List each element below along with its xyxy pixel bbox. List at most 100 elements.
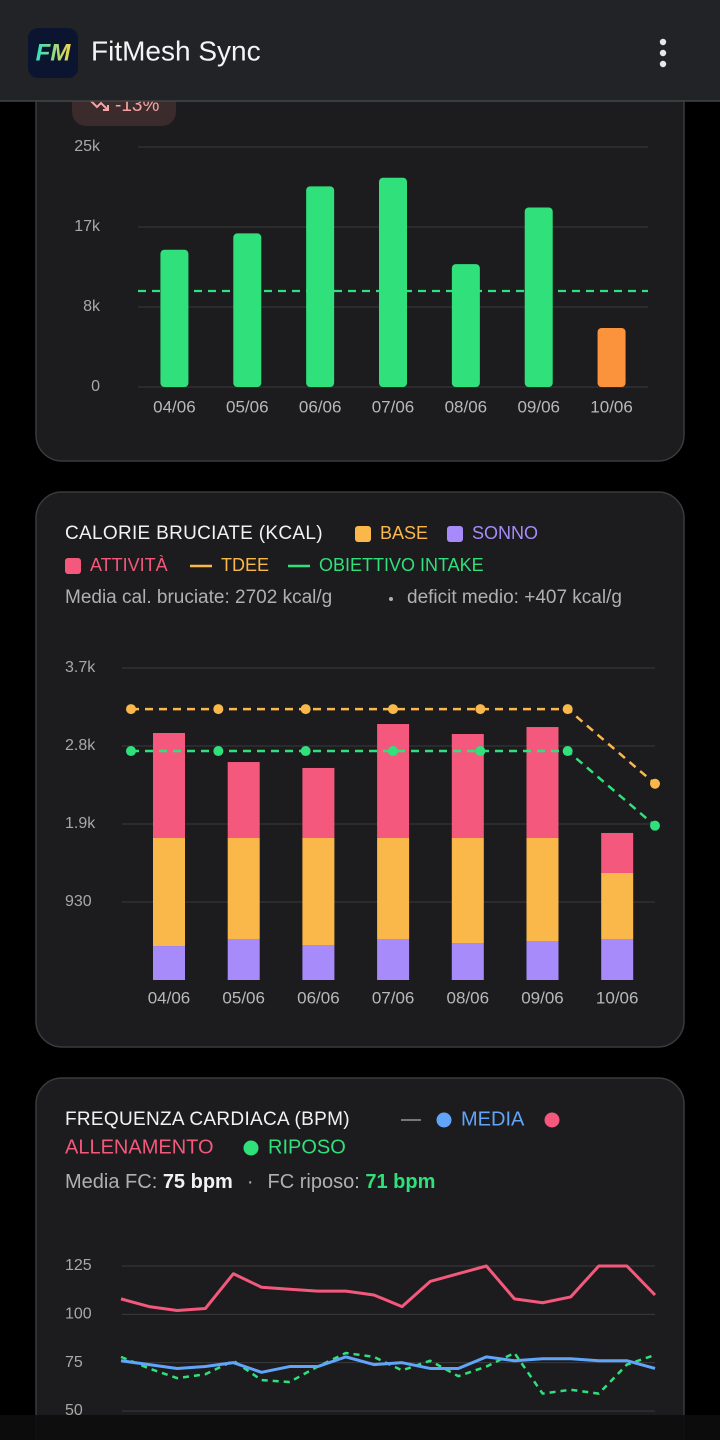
- x-tick-label: 07/06: [372, 397, 415, 416]
- x-tick-label: 10/06: [590, 397, 633, 416]
- point: [213, 746, 224, 757]
- legend-dot: [243, 1140, 259, 1156]
- app-logo: [28, 28, 78, 78]
- y-tick-label: 2.8k: [65, 737, 96, 754]
- bar-segment: [302, 945, 335, 980]
- bar-segment: [526, 838, 559, 941]
- stat-value: 75 bpm: [163, 1171, 233, 1193]
- point: [300, 704, 311, 715]
- legend-label: SONNO: [472, 523, 538, 543]
- legend-dot: [436, 1112, 452, 1128]
- legend-label: BASE: [380, 523, 428, 543]
- separator: [389, 597, 393, 601]
- line: [120, 1264, 657, 1312]
- menu-button[interactable]: [659, 38, 667, 68]
- y-tick-label: 8k: [83, 298, 101, 315]
- legend-label: ATTIVITÀ: [90, 555, 168, 575]
- app-title: FitMesh Sync: [91, 35, 261, 66]
- bar: [597, 327, 626, 387]
- stat-value: 71 bpm: [365, 1171, 435, 1193]
- x-tick-label: 06/06: [299, 397, 342, 416]
- y-tick-label: 50: [65, 1402, 83, 1419]
- subtitle: Media cal. bruciate: 2702 kcal/g: [65, 587, 332, 608]
- subtitle: deficit medio: +407 kcal/g: [407, 587, 622, 608]
- point: [388, 704, 398, 715]
- bar-segment: [526, 727, 559, 839]
- point: [213, 704, 224, 715]
- point: [126, 746, 136, 757]
- legend-label: MEDIA: [461, 1108, 525, 1130]
- steps-chart: 0 8k 17k 25k 04/06 05/06 06/06 07/06 08/06 09/06 1…: [74, 138, 648, 416]
- legend-label: OBIETTIVO INTAKE: [319, 555, 484, 575]
- trend-icon: [89, 99, 109, 111]
- bar: [233, 233, 262, 387]
- point: [562, 704, 573, 715]
- x-tick-label: 08/06: [445, 397, 488, 416]
- nav-bar: [0, 1415, 720, 1440]
- chart-title: CALORIE BRUCIATE (KCAL): [65, 523, 323, 544]
- legend-label: TDEE: [221, 555, 269, 575]
- y-tick-label: 125: [65, 1257, 92, 1274]
- bar-segment: [153, 946, 185, 980]
- y-tick-label: 0: [91, 378, 100, 395]
- bar: [379, 177, 407, 387]
- y-tick-label: 1.9k: [65, 815, 96, 832]
- y-tick-label: 930: [65, 893, 92, 910]
- y-tick-label: 25k: [74, 138, 101, 155]
- x-tick-label: 09/06: [521, 988, 564, 1007]
- bar-segment: [153, 733, 185, 839]
- point: [650, 778, 660, 789]
- point: [475, 746, 486, 757]
- x-tick-label: 04/06: [148, 988, 191, 1007]
- x-tick-label: 05/06: [226, 397, 269, 416]
- stats: Media FC: 75 bpm · FC riposo: 71 bpm: [65, 1171, 435, 1193]
- separator: ·: [247, 1171, 254, 1193]
- bar-segment: [377, 938, 410, 980]
- legend-swatch: [355, 526, 371, 542]
- y-tick-label: 3.7k: [65, 659, 96, 676]
- bar-segment: [302, 767, 335, 839]
- bar-segment: [227, 838, 260, 939]
- menu-dot: [659, 38, 667, 46]
- bar: [451, 264, 480, 387]
- bar-segment: [377, 838, 410, 939]
- x-tick-label: 06/06: [297, 988, 340, 1007]
- heart-rate-chart: 50 75 100 125 MEDIA ALLENAMENTO RIPOSO: [65, 1108, 657, 1419]
- bar-segment: [526, 941, 559, 980]
- card: [35, 0, 685, 462]
- calories-chart: 930 1.9k 2.8k 3.7k BASE SONNO ATTIVITÀ TDEE OBIE…: [65, 523, 660, 1007]
- x-tick-label: 04/06: [153, 397, 196, 416]
- legend-label: RIPOSO: [268, 1136, 346, 1158]
- bar: [160, 249, 189, 387]
- bar-segment: [153, 838, 185, 947]
- bar-segment: [227, 762, 260, 839]
- x-tick-label: 10/06: [596, 988, 639, 1007]
- menu-dot: [659, 49, 667, 57]
- legend-swatch: [65, 558, 81, 574]
- card: [35, 491, 685, 1048]
- bar-segment: [601, 938, 634, 980]
- point: [300, 746, 311, 757]
- legend-label: ALLENAMENTO: [65, 1136, 214, 1158]
- bar-segment: [377, 724, 410, 839]
- y-tick-label: 100: [65, 1306, 92, 1323]
- point: [650, 820, 660, 831]
- bar-segment: [227, 938, 260, 980]
- point: [126, 704, 136, 715]
- legend-swatch: [447, 526, 463, 542]
- card: [35, 1077, 685, 1440]
- bar: [524, 207, 553, 387]
- bar-segment: [302, 838, 335, 946]
- bar-segment: [601, 872, 634, 939]
- logo-mark: FM: [36, 39, 72, 66]
- x-tick-label: 08/06: [447, 988, 490, 1007]
- point: [475, 704, 486, 715]
- x-tick-label: 07/06: [372, 988, 415, 1007]
- line: [120, 1355, 656, 1374]
- bar: [306, 186, 335, 387]
- legend-dot: [544, 1112, 560, 1128]
- stat-label: FC riposo:: [268, 1171, 360, 1193]
- chart-title: FREQUENZA CARDIACA (BPM): [65, 1109, 350, 1130]
